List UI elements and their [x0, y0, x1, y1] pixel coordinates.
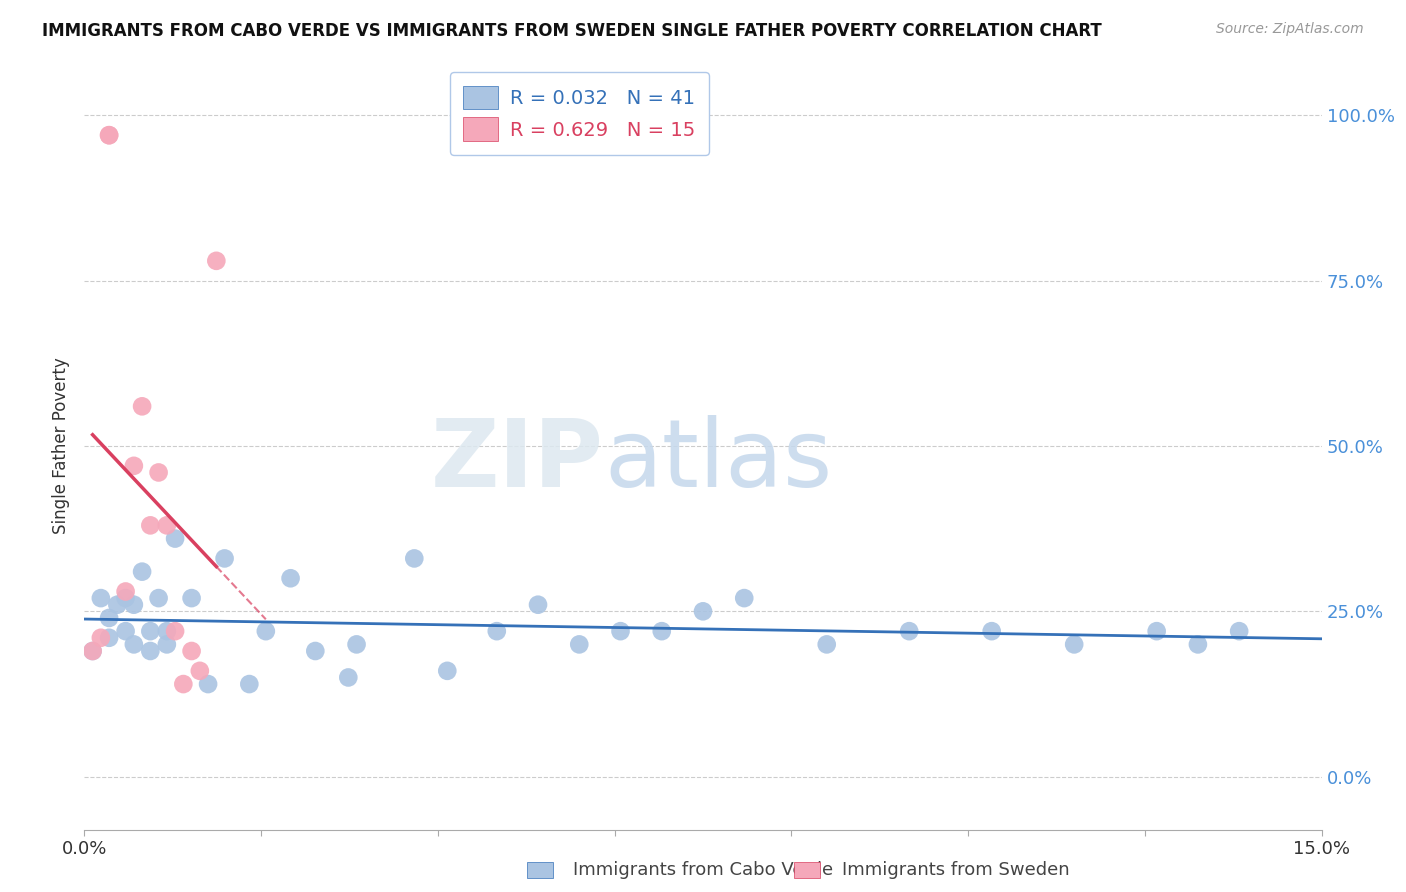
Point [651, 624, 673, 639]
Text: Immigrants from Sweden: Immigrants from Sweden [842, 861, 1070, 879]
Point [692, 604, 714, 618]
Point [139, 624, 162, 639]
Point [156, 624, 179, 639]
Point [98, 128, 121, 143]
Point [165, 624, 187, 639]
Point [98, 631, 121, 645]
Point [1187, 637, 1209, 651]
Point [254, 624, 277, 639]
Point [346, 637, 368, 651]
Point [733, 591, 755, 606]
Point [148, 466, 170, 480]
Point [98, 611, 121, 625]
Point [131, 400, 153, 414]
Point [815, 637, 838, 651]
Point [172, 677, 194, 691]
Point [1227, 624, 1250, 639]
Point [1146, 624, 1168, 639]
Y-axis label: Single Father Poverty: Single Father Poverty [52, 358, 70, 534]
Point [131, 565, 153, 579]
Point [105, 598, 128, 612]
Point [114, 584, 136, 599]
Point [898, 624, 921, 639]
Point [139, 644, 162, 658]
Point [156, 637, 179, 651]
Point [436, 664, 458, 678]
Point [304, 644, 326, 658]
Point [156, 518, 179, 533]
Point [139, 518, 162, 533]
Point [337, 670, 360, 684]
Legend: R = 0.032   N = 41, R = 0.629   N = 15: R = 0.032 N = 41, R = 0.629 N = 15 [450, 72, 709, 154]
Point [485, 624, 508, 639]
Point [527, 598, 550, 612]
Point [214, 551, 236, 566]
Point [180, 644, 202, 658]
Point [98, 128, 121, 143]
Point [180, 591, 202, 606]
Point [148, 591, 170, 606]
Point [404, 551, 426, 566]
Text: IMMIGRANTS FROM CABO VERDE VS IMMIGRANTS FROM SWEDEN SINGLE FATHER POVERTY CORRE: IMMIGRANTS FROM CABO VERDE VS IMMIGRANTS… [42, 22, 1102, 40]
Point [1063, 637, 1085, 651]
Point [90, 591, 112, 606]
Point [122, 637, 145, 651]
Point [280, 571, 302, 585]
Point [205, 253, 228, 268]
Text: atlas: atlas [605, 416, 832, 508]
Point [90, 631, 112, 645]
Text: ZIP: ZIP [432, 416, 605, 508]
Point [114, 624, 136, 639]
Point [188, 664, 211, 678]
Point [114, 591, 136, 606]
Point [165, 532, 187, 546]
Point [197, 677, 219, 691]
Point [568, 637, 591, 651]
Point [82, 644, 104, 658]
Point [82, 644, 104, 658]
Point [609, 624, 631, 639]
Point [238, 677, 260, 691]
Text: Source: ZipAtlas.com: Source: ZipAtlas.com [1216, 22, 1364, 37]
Point [980, 624, 1002, 639]
Text: Immigrants from Cabo Verde: Immigrants from Cabo Verde [572, 861, 834, 879]
Point [122, 458, 145, 473]
Point [122, 598, 145, 612]
